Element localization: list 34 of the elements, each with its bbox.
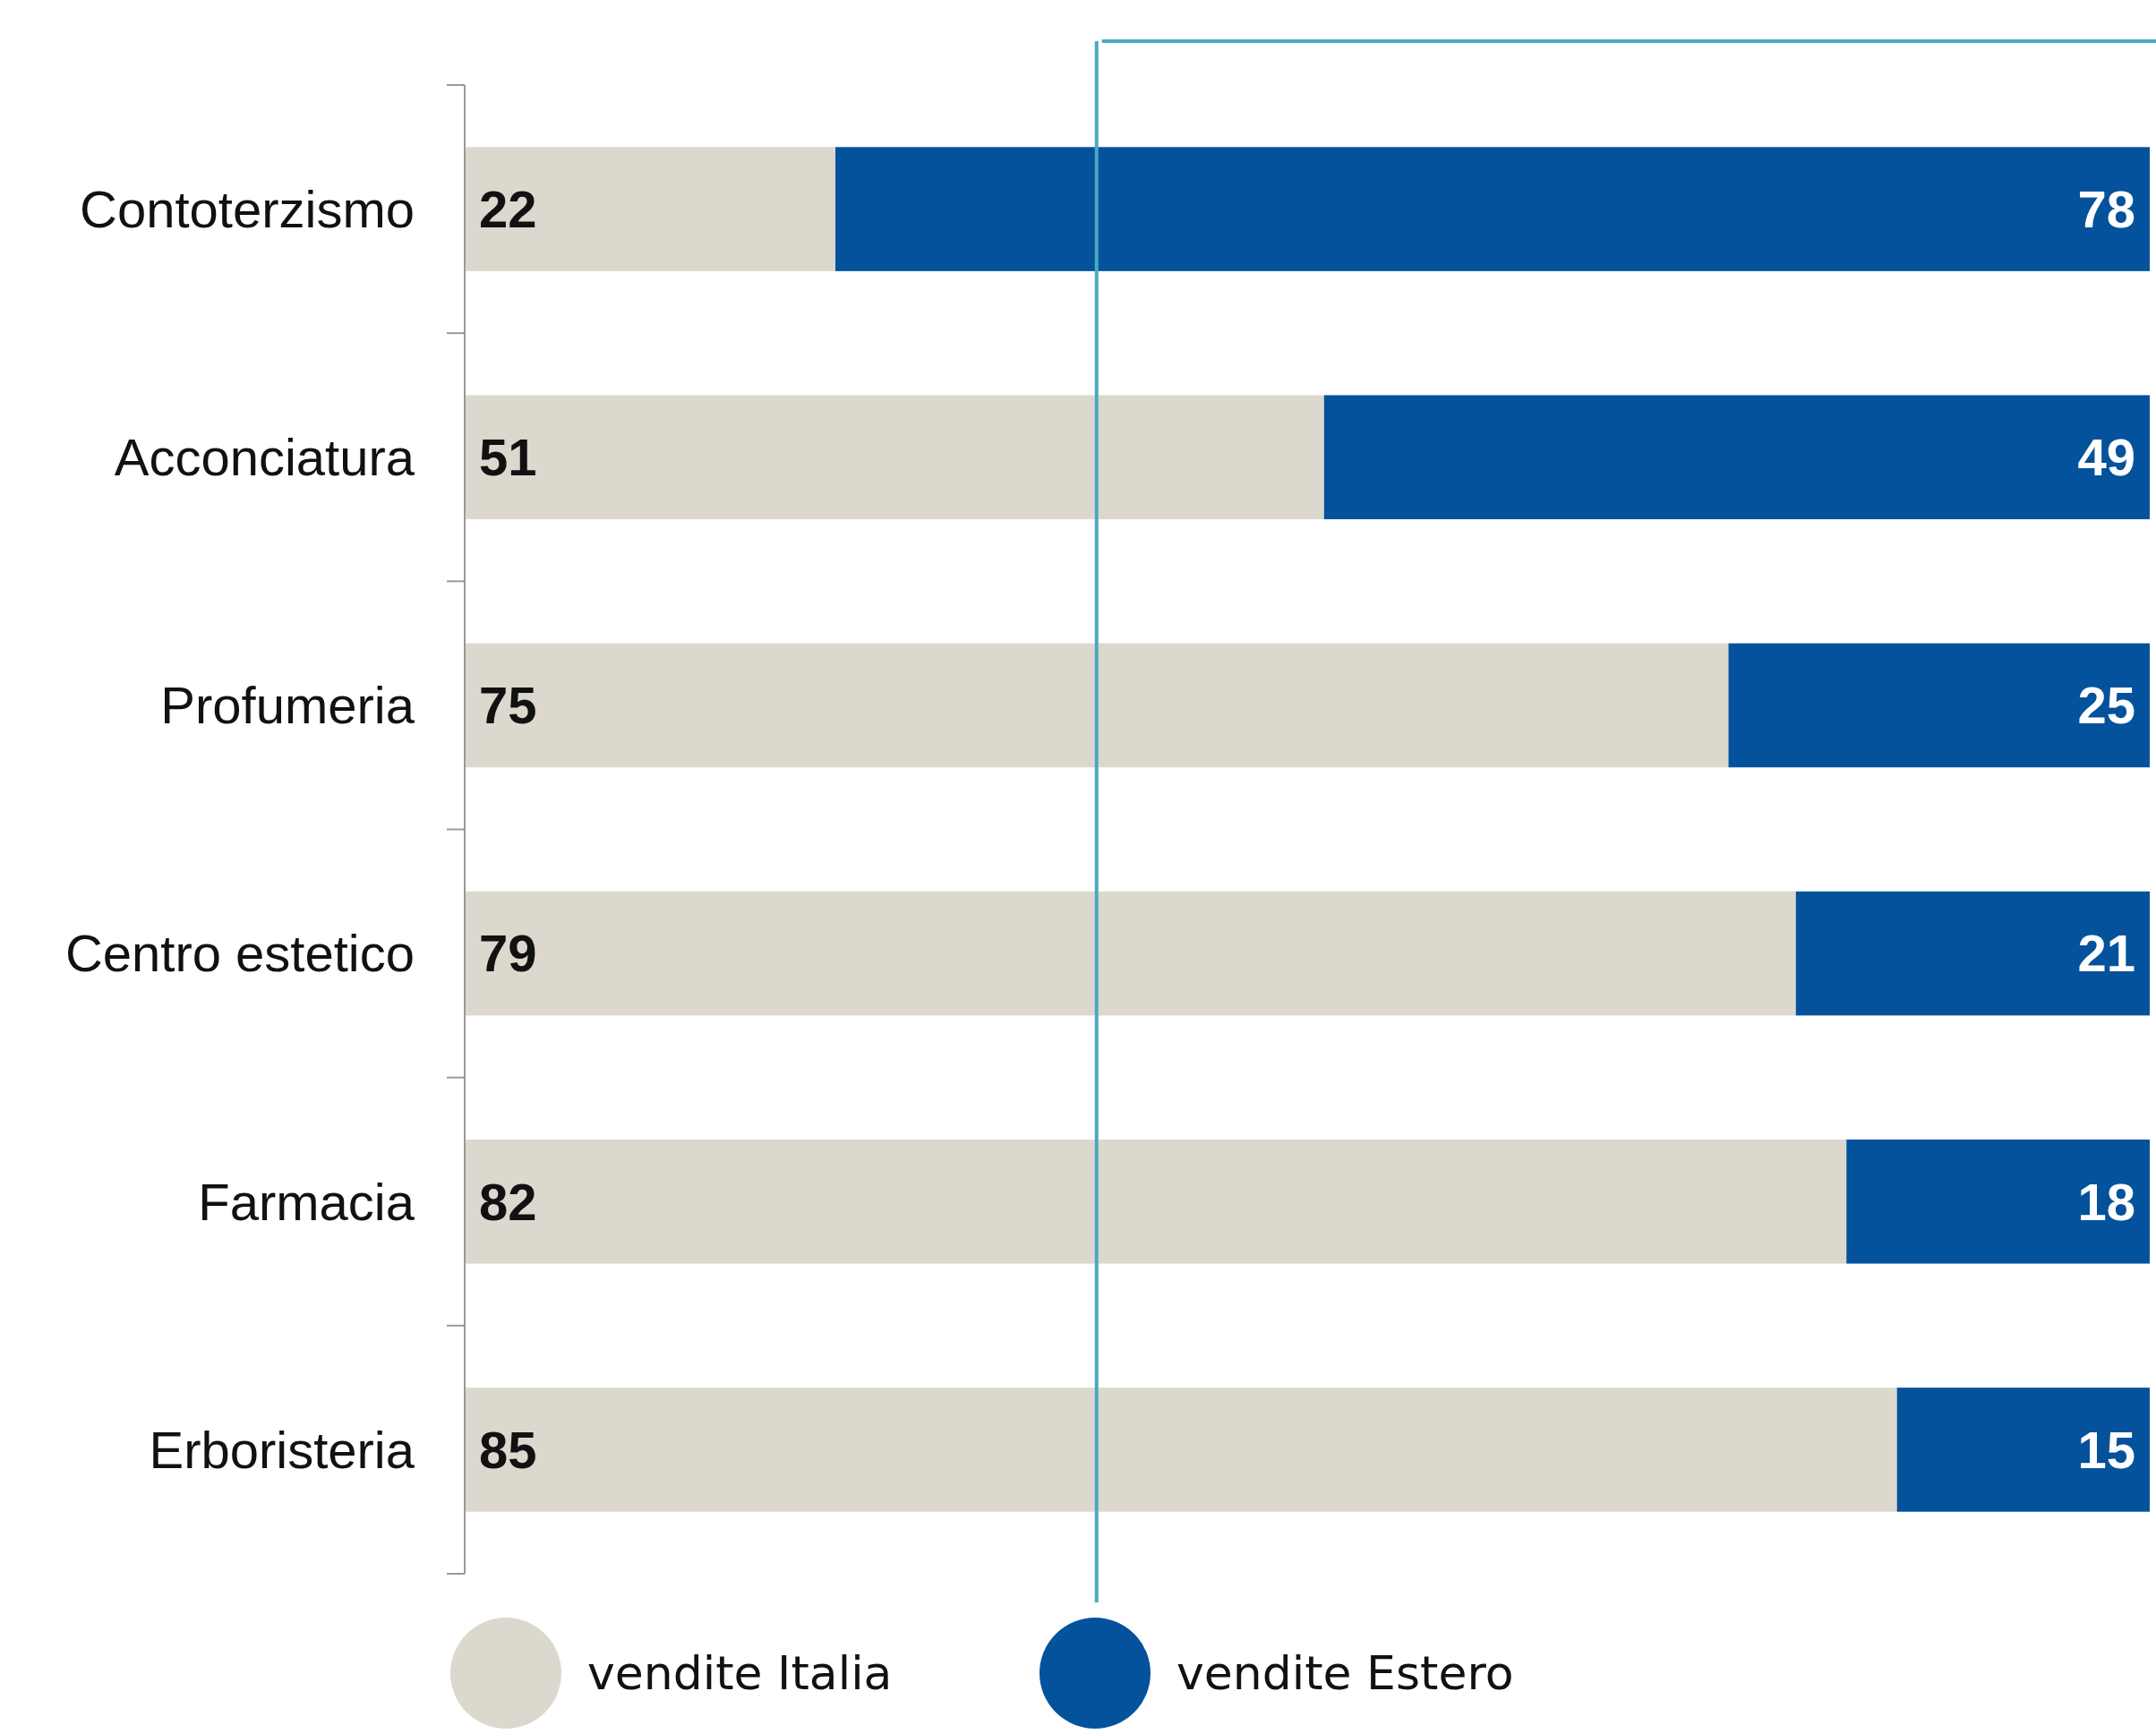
data-label: 82 — [479, 1172, 537, 1231]
bar — [465, 395, 1324, 520]
data-label: 79 — [479, 924, 537, 983]
legend-swatch-item: vendite Estero — [1040, 1618, 1514, 1729]
bar — [1896, 1388, 2150, 1512]
data-label: 85 — [479, 1420, 537, 1479]
data-label: 22 — [479, 179, 537, 238]
y-tick-label: Centro estetico — [64, 924, 415, 983]
y-tick-label: Contoterzismo — [80, 179, 415, 238]
data-label: 49 — [2077, 428, 2135, 487]
bar — [465, 891, 1796, 1016]
data-label: 25 — [2077, 676, 2135, 735]
legend-swatch-item: vendite Italia — [450, 1618, 893, 1729]
bar — [465, 643, 1729, 768]
legend-label: vendite Estero — [1176, 1646, 1514, 1701]
bar — [1795, 891, 2150, 1016]
y-tick-label: Profumeria — [160, 676, 415, 735]
bar — [465, 1388, 1897, 1512]
bar — [465, 1139, 1847, 1264]
data-label: 15 — [2077, 1420, 2135, 1479]
data-label: 51 — [479, 428, 537, 487]
y-tick-label: Acconciatura — [114, 428, 415, 487]
data-label: 75 — [479, 676, 537, 735]
data-label: 78 — [2077, 179, 2135, 238]
bar — [1323, 395, 2150, 520]
bar — [1846, 1139, 2150, 1264]
data-label: 18 — [2077, 1172, 2135, 1231]
legend-label: vendite Italia — [587, 1646, 893, 1701]
bar — [465, 147, 836, 271]
bar — [1728, 643, 2150, 768]
bar — [835, 147, 2150, 271]
data-label: 21 — [2077, 924, 2135, 983]
y-tick-label: Farmacia — [198, 1172, 415, 1231]
y-tick-label: Erboristeria — [149, 1420, 415, 1479]
